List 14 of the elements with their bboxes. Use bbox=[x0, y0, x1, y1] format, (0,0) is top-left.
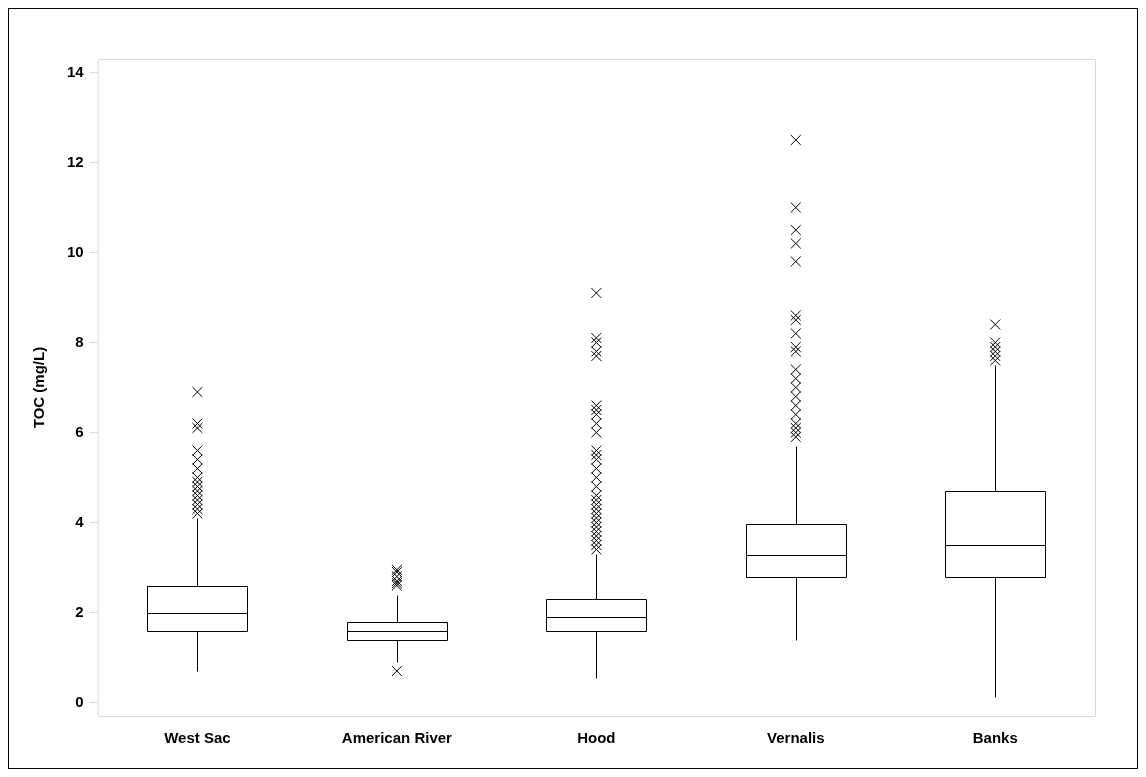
y-tick-label: 12 bbox=[67, 152, 84, 170]
x-tick-label: West Sac bbox=[164, 729, 231, 747]
y-tick-label: 6 bbox=[75, 422, 84, 440]
y-tick-label: 2 bbox=[75, 602, 84, 620]
y-tick-label: 14 bbox=[67, 62, 85, 80]
x-tick-label: American River bbox=[341, 729, 453, 747]
x-tick-label: Hood bbox=[577, 729, 616, 747]
y-tick-label: 0 bbox=[75, 692, 84, 710]
y-tick-label: 4 bbox=[75, 512, 85, 530]
y-tick-label: 8 bbox=[75, 332, 84, 350]
x-tick-label: Vernalis bbox=[767, 729, 825, 747]
y-tick-label: 10 bbox=[67, 242, 84, 260]
x-tick-label: Banks bbox=[972, 729, 1018, 747]
y-axis-title: TOC (mg/L) bbox=[30, 346, 48, 429]
